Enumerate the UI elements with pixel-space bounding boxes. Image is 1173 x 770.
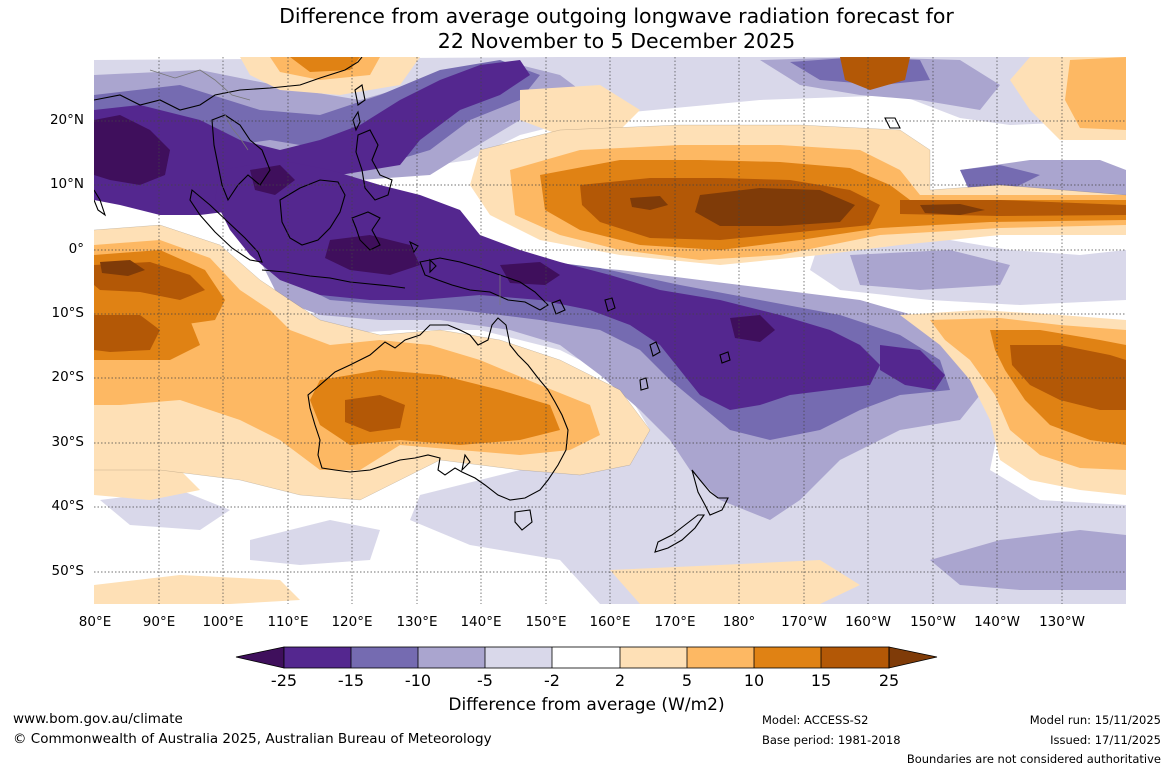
colorbar-segment [485, 647, 552, 668]
colorbar-segment [552, 647, 620, 668]
boundaries-disclaimer: Boundaries are not considered authoritat… [906, 752, 1161, 766]
lon-label: 130°W [1039, 614, 1085, 630]
lon-label: 80°E [78, 614, 112, 630]
lat-label: 50°S [51, 563, 85, 579]
colorbar-tick: 5 [681, 671, 693, 690]
colorbar-tick: 2 [614, 671, 626, 690]
colorbar-segment [351, 647, 418, 668]
lat-label: 0° [68, 241, 84, 257]
colorbar-segment [418, 647, 485, 668]
base-period: Base period: 1981-2018 [762, 733, 901, 747]
colorbar [235, 646, 938, 669]
lon-label: 150°E [525, 614, 567, 630]
lat-label: 40°S [51, 498, 85, 514]
colorbar-segment [821, 647, 889, 668]
lon-label: 90°E [142, 614, 176, 630]
colorbar-segment [620, 647, 687, 668]
chart-title: Difference from average outgoing longwav… [0, 4, 1173, 54]
colorbar-segment [687, 647, 754, 668]
colorbar-segment [284, 647, 351, 668]
lat-label: 10°N [49, 176, 84, 192]
website-link[interactable]: www.bom.gov.au/climate [13, 711, 183, 727]
model-name: Model: ACCESS-S2 [762, 713, 869, 727]
lon-label: 130°E [396, 614, 438, 630]
colorbar-segment [754, 647, 821, 668]
colorbar-high-extension [888, 646, 938, 669]
model-run-date: Model run: 15/11/2025 [1029, 713, 1161, 727]
lon-label: 170°W [781, 614, 827, 630]
lat-label: 10°S [51, 305, 85, 321]
colorbar-tick: -10 [404, 671, 432, 690]
lat-label: 30°S [51, 434, 85, 450]
lon-label: 160°E [589, 614, 631, 630]
graticule [94, 57, 1126, 604]
lat-label: 20°S [51, 369, 85, 385]
colorbar-tick: -5 [477, 671, 493, 690]
colorbar-label: Difference from average (W/m2) [448, 695, 725, 715]
issued-date: Issued: 17/11/2025 [1050, 733, 1161, 747]
coastlines [94, 57, 901, 553]
lon-label: 100°E [202, 614, 244, 630]
lon-label: 160°W [845, 614, 891, 630]
colorbar-tick: 10 [743, 671, 765, 690]
colorbar-low-extension [235, 646, 285, 669]
lon-label: 120°E [331, 614, 373, 630]
lon-label: 150°W [910, 614, 956, 630]
colorbar-tick: -25 [270, 671, 298, 690]
copyright-notice: © Commonwealth of Australia 2025, Austra… [13, 731, 492, 747]
colorbar-tick: 25 [878, 671, 900, 690]
lon-label: 110°E [267, 614, 309, 630]
lon-label: 170°E [654, 614, 696, 630]
lon-label: 140°W [974, 614, 1020, 630]
colorbar-tick: 15 [810, 671, 832, 690]
lon-label: 140°E [460, 614, 502, 630]
title-line-1: Difference from average outgoing longwav… [279, 4, 954, 28]
lat-label: 20°N [49, 112, 84, 128]
colorbar-tick: -15 [337, 671, 365, 690]
title-line-2: 22 November to 5 December 2025 [437, 29, 796, 53]
colorbar-tick: -2 [544, 671, 560, 690]
lon-label: 180° [722, 614, 756, 630]
